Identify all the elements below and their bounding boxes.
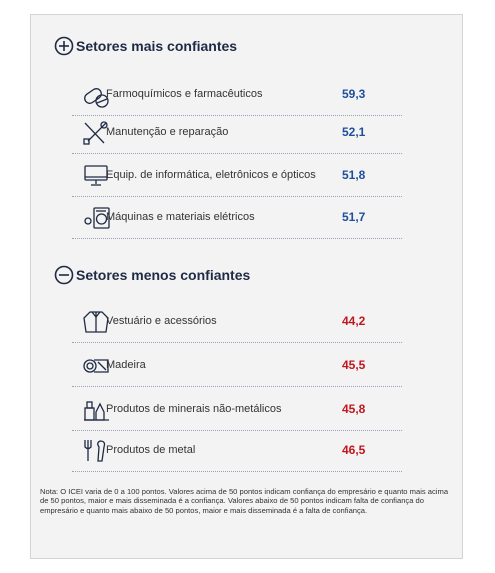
sector-row: Madeira 45,5 <box>72 347 402 387</box>
section-icon <box>54 265 74 285</box>
sector-value: 45,5 <box>342 358 366 372</box>
sector-value: 59,3 <box>342 87 366 101</box>
sector-value: 44,2 <box>342 314 366 328</box>
sector-label: Madeira <box>106 359 146 371</box>
sector-row: Manutenção e reparação 52,1 <box>72 114 402 154</box>
sector-row: Vestuário e acessórios 44,2 <box>72 303 402 343</box>
sector-value: 45,8 <box>342 402 366 416</box>
sector-value: 51,7 <box>342 210 366 224</box>
sector-label: Vestuário e acessórios <box>106 315 217 327</box>
sector-row: Produtos de minerais não-metálicos 45,8 <box>72 391 402 431</box>
sector-icon <box>84 165 108 186</box>
sector-icon <box>84 88 109 108</box>
section-icon <box>54 36 74 56</box>
sector-label: Farmoquímicos e farmacêuticos <box>106 88 263 100</box>
separator <box>72 115 402 116</box>
sector-row: Produtos de metal 46,5 <box>72 432 402 472</box>
section-title: Setores menos confiantes <box>76 267 251 283</box>
sector-icon <box>83 311 109 333</box>
sector-value: 52,1 <box>342 125 366 139</box>
sector-icon <box>83 359 109 373</box>
sector-label: Máquinas e materiais elétricos <box>106 211 255 223</box>
sector-label: Produtos de metal <box>106 444 196 456</box>
separator <box>72 153 402 154</box>
panel <box>30 14 463 559</box>
sector-label: Manutenção e reparação <box>106 126 229 138</box>
sector-value: 51,8 <box>342 168 366 182</box>
sector-label: Equip. de informática, eletrônicos e ópt… <box>106 169 316 181</box>
sector-icon <box>84 401 109 421</box>
sector-icon <box>83 121 108 145</box>
sector-value: 46,5 <box>342 443 366 457</box>
separator <box>72 238 402 239</box>
sector-row: Farmoquímicos e farmacêuticos 59,3 <box>72 76 402 116</box>
footnote: Nota: O ICEI varia de 0 a 100 pontos. Va… <box>40 487 449 515</box>
sector-row: Equip. de informática, eletrônicos e ópt… <box>72 157 402 197</box>
sector-icon <box>84 207 110 229</box>
separator <box>72 386 402 387</box>
separator <box>72 196 402 197</box>
separator <box>72 471 402 472</box>
separator <box>72 342 402 343</box>
separator <box>72 430 402 431</box>
sector-row: Máquinas e materiais elétricos 51,7 <box>72 199 402 239</box>
section-title: Setores mais confiantes <box>76 38 238 54</box>
sector-label: Produtos de minerais não-metálicos <box>106 403 282 415</box>
sector-icon <box>84 440 106 462</box>
